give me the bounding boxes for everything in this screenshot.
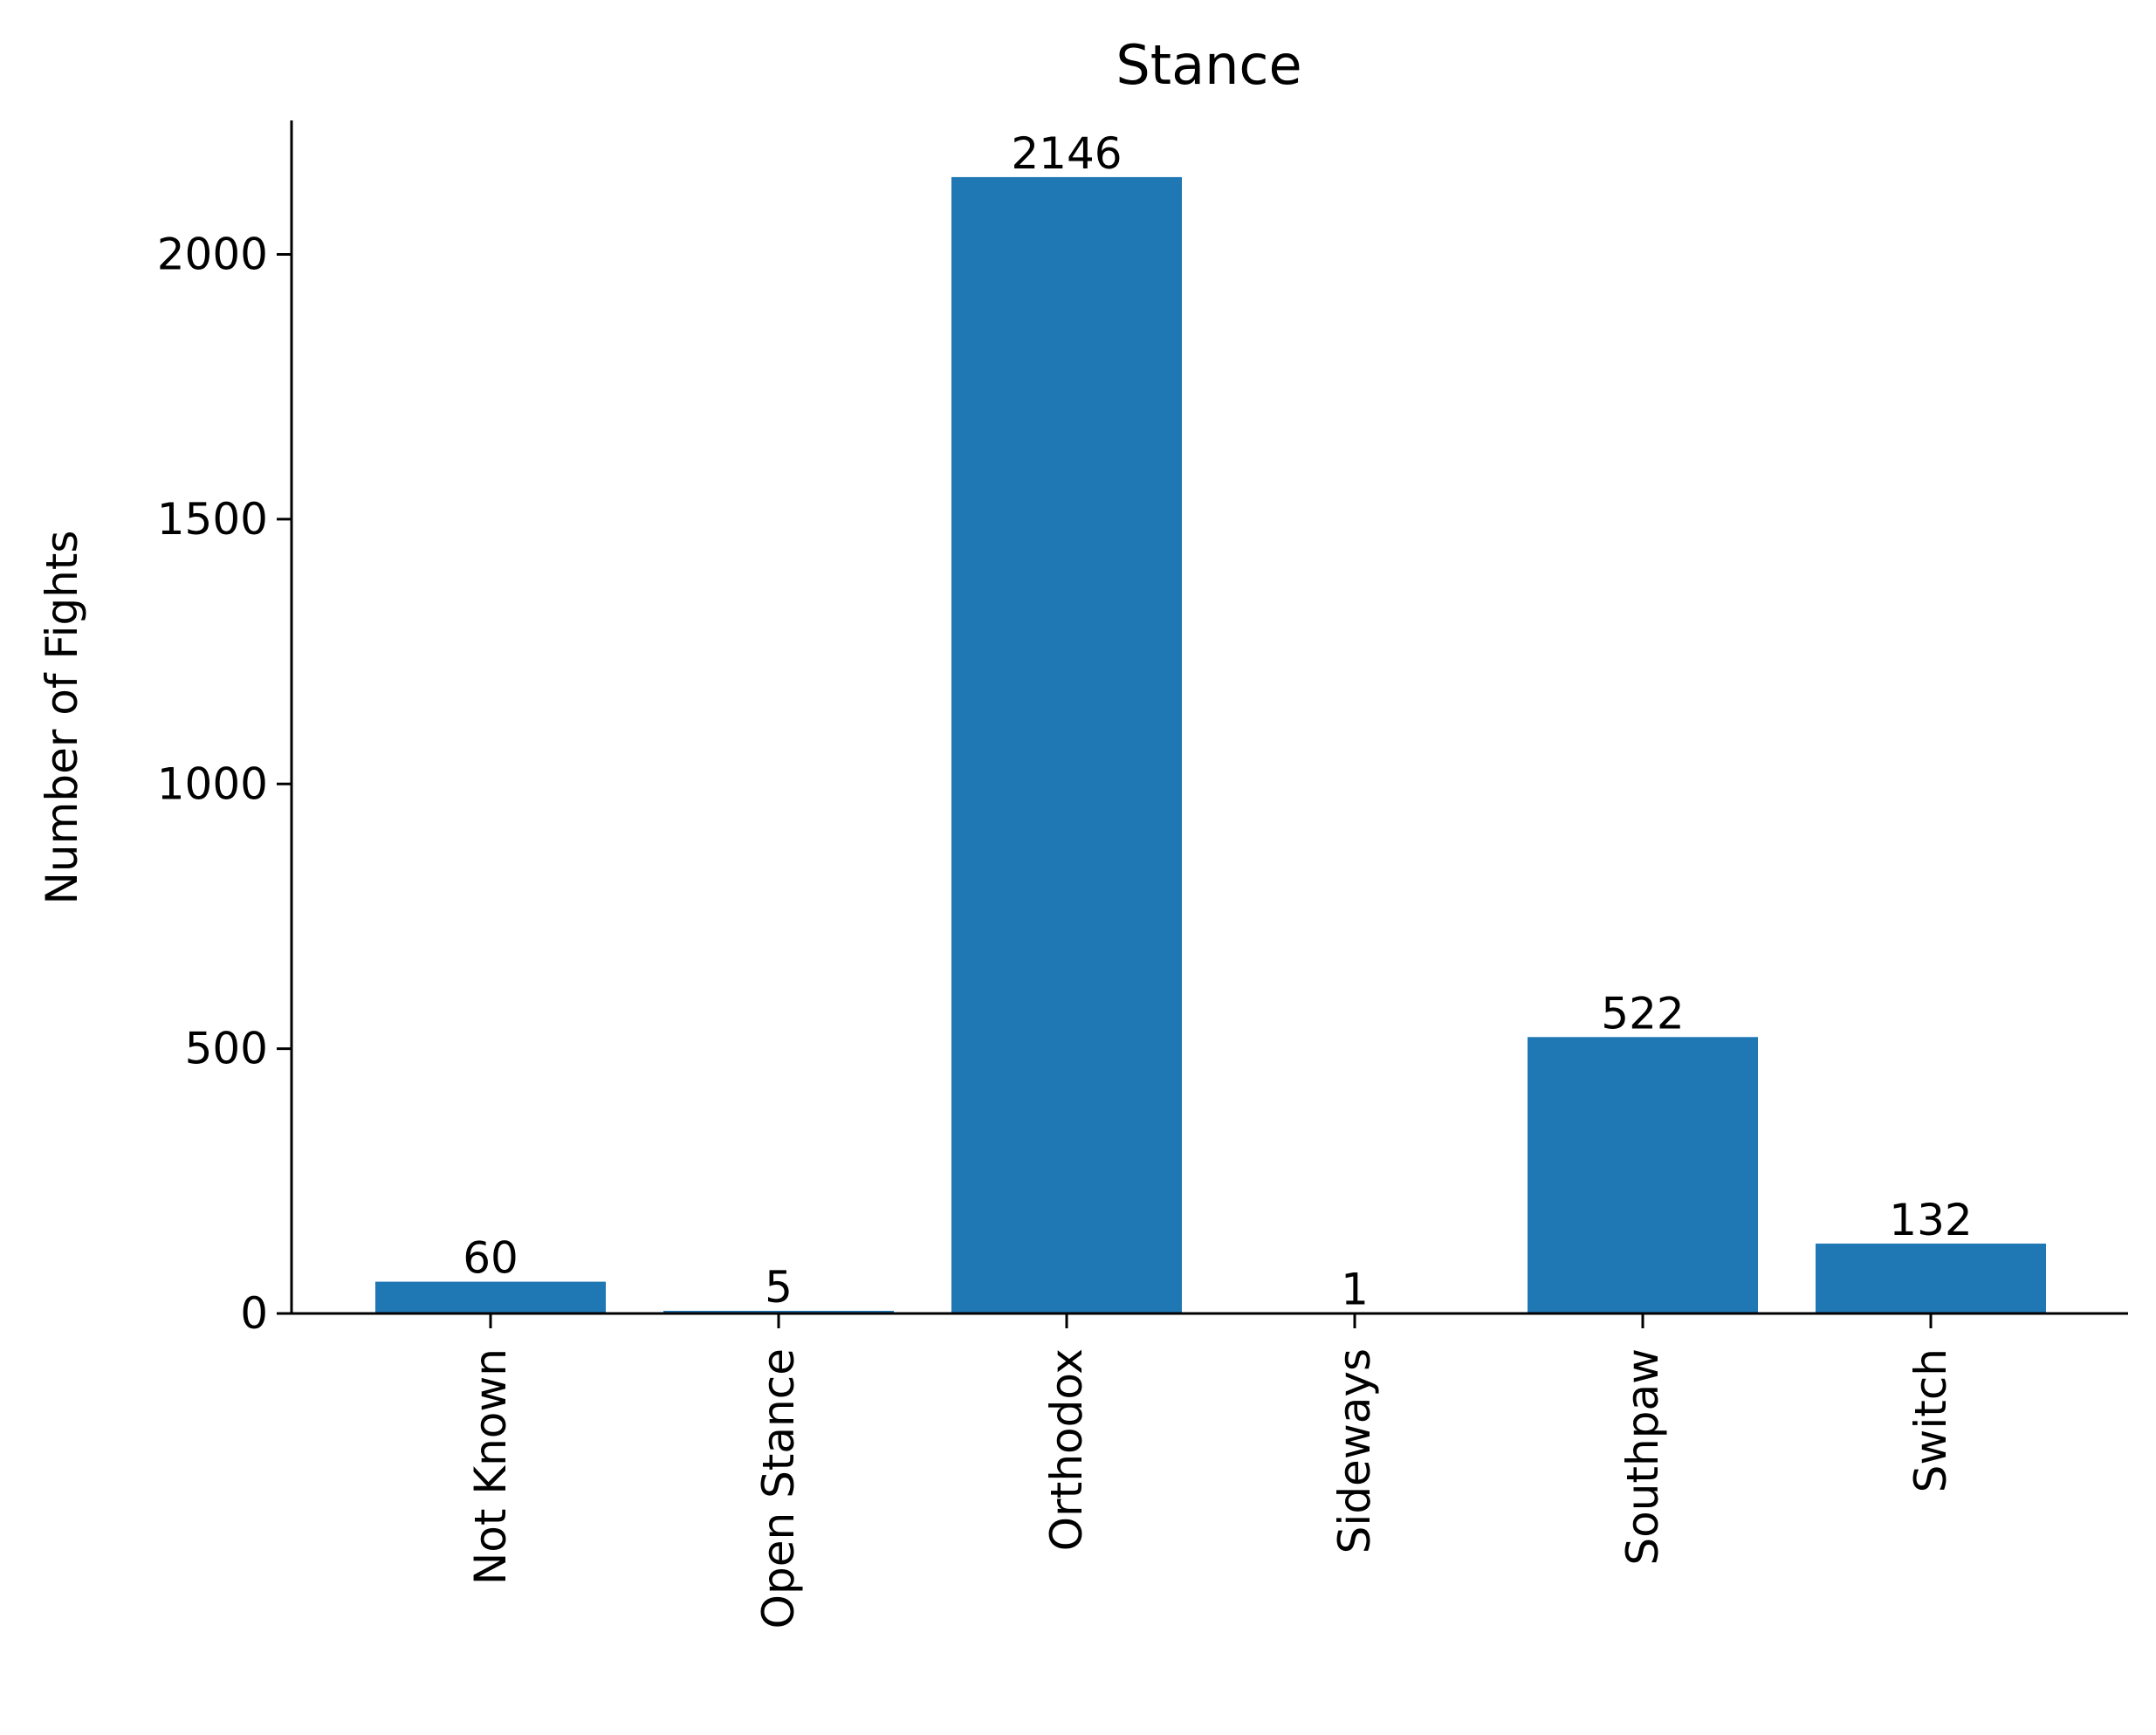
data-label: 132: [1889, 1195, 1972, 1245]
x-tick-label: Sideways: [1329, 1348, 1380, 1553]
bar-southpaw: [1528, 1037, 1758, 1313]
data-label: 5: [765, 1262, 793, 1313]
x-tick-label: Not Known: [465, 1348, 516, 1585]
bar-open-stance: [663, 1310, 894, 1313]
y-tick-label: 500: [185, 1024, 268, 1074]
x-tick-label: Orthodox: [1041, 1348, 1092, 1551]
y-tick-label: 0: [240, 1288, 268, 1339]
y-tick-label: 1500: [157, 494, 268, 545]
y-tick-label: 1000: [157, 758, 268, 809]
bar-not-known: [375, 1281, 606, 1313]
chart-title: Stance: [1116, 33, 1301, 97]
data-label: 2146: [1011, 128, 1122, 179]
bar-switch: [1816, 1243, 2046, 1313]
y-ticks-group: 0 500 1000 1500 2000: [157, 230, 292, 1339]
x-tick-label: Southpaw: [1617, 1348, 1668, 1566]
data-label: 522: [1601, 988, 1684, 1039]
x-tick-label: Open Stance: [753, 1348, 804, 1629]
y-tick-label: 2000: [157, 230, 268, 280]
data-label: 1: [1341, 1264, 1369, 1314]
data-label: 60: [463, 1233, 518, 1284]
x-ticks-group: Not Known Open Stance Orthodox Sideways Sout…: [465, 1313, 1956, 1629]
y-axis-title: Number of Fights: [37, 531, 87, 905]
x-tick-label: Switch: [1905, 1348, 1956, 1492]
bars-group: 60 5 2146 1 522 132: [375, 128, 2046, 1314]
bar-orthodox: [951, 176, 1182, 1313]
